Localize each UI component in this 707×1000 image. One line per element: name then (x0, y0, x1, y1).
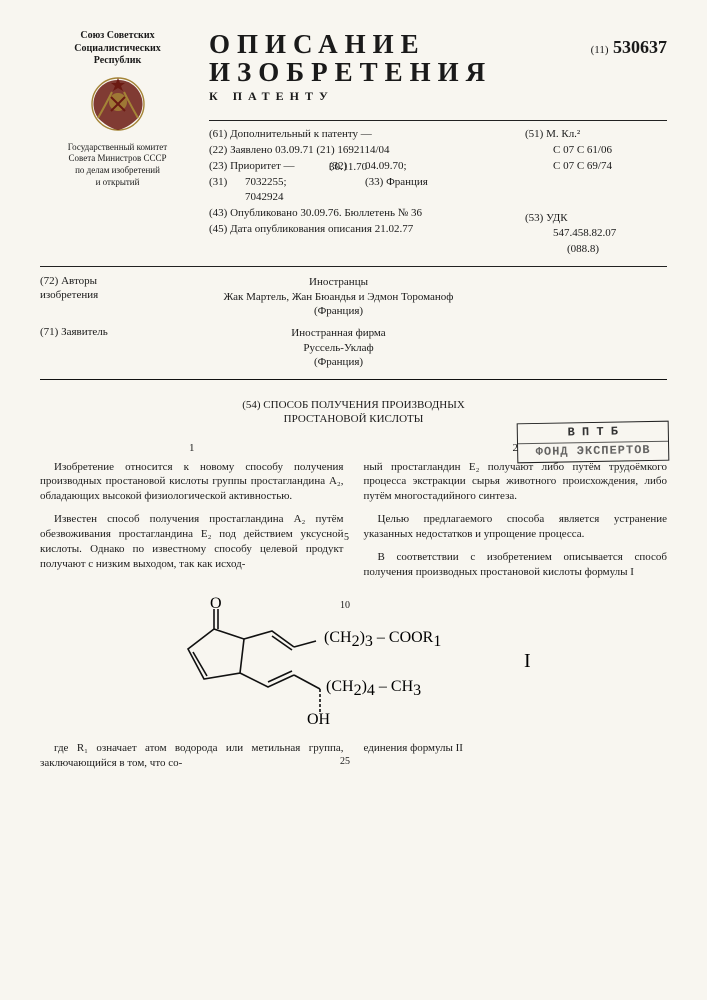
label-72: (72) Авторы изобретения (40, 275, 160, 318)
body-col-2: 2 ный простагландин Е₂ получают либо пут… (364, 441, 668, 588)
para-4: Целью предлагаемого способа является уст… (364, 512, 668, 542)
ussr-emblem-icon (88, 74, 148, 134)
patent-number: 530637 (613, 37, 667, 57)
ussr-name-1: Союз Советских (40, 30, 195, 43)
field-32-dates: 04.09.70; (365, 159, 407, 175)
f32-d1: 04.09.70; (365, 159, 407, 175)
field-32-d2-col: 30.11.70 (329, 160, 365, 207)
f31-n2: 7042924 (245, 190, 329, 206)
author-country: (Франция) (160, 304, 517, 318)
biblio-block: (61) Дополнительный к патенту — (22) Зая… (209, 127, 667, 259)
field-23: (23) Приоритет — (209, 159, 329, 175)
field-43: (43) Опубликовано 30.09.76. Бюллетень № … (209, 206, 509, 222)
body-col-1: 1 Изобретение относится к новому способу… (40, 441, 344, 588)
field-22: (22) Заявлено 03.09.71 (21) 1692114/04 (209, 143, 509, 159)
spacer (525, 175, 616, 211)
doc-title-1: ОПИСАНИЕ (209, 30, 492, 58)
gutter-10: 10 (340, 599, 350, 613)
formula-roman-I: I (524, 650, 531, 672)
doc-subtitle: К ПАТЕНТУ (209, 89, 492, 104)
rule-thin-2 (40, 266, 667, 267)
stamp-line1: В П Т Б (518, 424, 668, 442)
para-1: Изобретение относится к новому способу п… (40, 460, 344, 505)
field-61: (61) Дополнительный к патенту — (209, 127, 509, 143)
ussr-name-3: Республик (40, 55, 195, 68)
agency-l1: Государственный комитет (40, 142, 195, 154)
ussr-name-2: Социалистических (40, 43, 195, 56)
agency-l4: и открытий (40, 177, 195, 189)
authors-content: Иностранцы Жак Мартель, Жан Бюандья и Эд… (160, 275, 517, 318)
title-and-number: ОПИСАНИЕ ИЗОБРЕТЕНИЯ К ПАТЕНТУ (11) 5306… (209, 30, 667, 114)
field-53-l1: 547.458.82.07 (525, 226, 616, 242)
field-51-label: (51) М. Кл.² (525, 127, 616, 143)
col-num-2: 2 (364, 441, 668, 456)
formula-OH: OH (307, 711, 331, 727)
firm-name: Руссель-Уклаф (160, 341, 517, 355)
foreigners-label: Иностранцы (160, 275, 517, 289)
spacer-right-71 (517, 326, 667, 369)
para-5: В соответствии с изобретением описываетс… (364, 550, 668, 580)
field-45: (45) Дата опубликования описания 21.02.7… (209, 222, 509, 238)
field-53-label: (53) УДК (525, 211, 616, 227)
f31-n1: 7032255; (245, 175, 329, 191)
agency-l2: Совета Министров СССР (40, 153, 195, 165)
formula-svg: O (CH2)3 – COOR1 (CH2)4 – CH3 OH I (144, 597, 564, 727)
center-header: ОПИСАНИЕ ИЗОБРЕТЕНИЯ К ПАТЕНТУ (11) 5306… (195, 30, 667, 258)
label-72-l1: (72) Авторы (40, 275, 160, 289)
field-31-33-row: (31) 7032255; 7042924 30.11.70 (33) Фран… (209, 175, 509, 207)
spacer-right-72 (517, 275, 667, 318)
field-31-nums: 7032255; 7042924 (245, 175, 329, 207)
patent-page: Союз Советских Социалистических Республи… (0, 0, 707, 791)
num-prefix: (11) (591, 44, 609, 56)
last-col-1: где R₁ означает атом водорода или метиль… (40, 741, 344, 771)
last-row: где R₁ означает атом водорода или метиль… (40, 741, 667, 771)
label-71: (71) Заявитель (40, 326, 160, 369)
formula-O: O (210, 597, 222, 612)
rule-thick (40, 379, 667, 380)
authors-72-block: (72) Авторы изобретения Иностранцы Жак М… (40, 275, 667, 318)
field-51-l1: С 07 С 61/06 (525, 143, 616, 159)
body-columns: 1 Изобретение относится к новому способу… (40, 441, 667, 588)
biblio-left: (61) Дополнительный к патенту — (22) Зая… (209, 127, 509, 259)
chemical-formula-1: O (CH2)3 – COOR1 (CH2)4 – CH3 OH I (40, 597, 667, 727)
patent-number-block: (11) 530637 (591, 37, 667, 58)
rule-thin-1 (209, 120, 667, 121)
field-53-l2: (088.8) (525, 242, 616, 258)
field-51-l2: С 07 С 69/74 (525, 159, 616, 175)
section-54-l1: (54) СПОСОБ ПОЛУЧЕНИЯ ПРОИЗВОДНЫХ (40, 398, 667, 412)
gutter-5: 5 (344, 531, 349, 545)
label-72-l2: изобретения (40, 289, 160, 303)
firm-country: (Франция) (160, 355, 517, 369)
author-names: Жак Мартель, Жан Бюандья и Эдмон Тороман… (160, 290, 517, 304)
agency-block: Государственный комитет Совета Министров… (40, 142, 195, 189)
applicant-71-block: (71) Заявитель Иностранная фирма Руссель… (40, 326, 667, 369)
formula-upper-chain: (CH2)3 – COOR1 (324, 629, 441, 650)
biblio-right: (51) М. Кл.² С 07 С 61/06 С 07 С 69/74 (… (509, 127, 616, 259)
firm-label: Иностранная фирма (160, 326, 517, 340)
para-2: Известен способ получения простагландина… (40, 512, 344, 571)
f32-d2: 30.11.70 (329, 160, 365, 176)
field-31-label: (31) (209, 175, 245, 207)
left-header: Союз Советских Социалистических Республи… (40, 30, 195, 188)
agency-l3: по делам изобретений (40, 165, 195, 177)
header-row: Союз Советских Социалистических Республи… (40, 30, 667, 258)
applicant-content: Иностранная фирма Руссель-Уклаф (Франция… (160, 326, 517, 369)
field-33: (33) Франция (365, 175, 428, 207)
gutter-25: 25 (340, 755, 350, 769)
col-num-1: 1 (40, 441, 344, 456)
formula-lower-chain: (CH2)4 – CH3 (326, 678, 421, 699)
para-3: ный простагландин Е₂ получают либо путём… (364, 460, 668, 505)
last-col-2: единения формулы II (364, 741, 668, 771)
doc-title-2: ИЗОБРЕТЕНИЯ (209, 58, 492, 86)
